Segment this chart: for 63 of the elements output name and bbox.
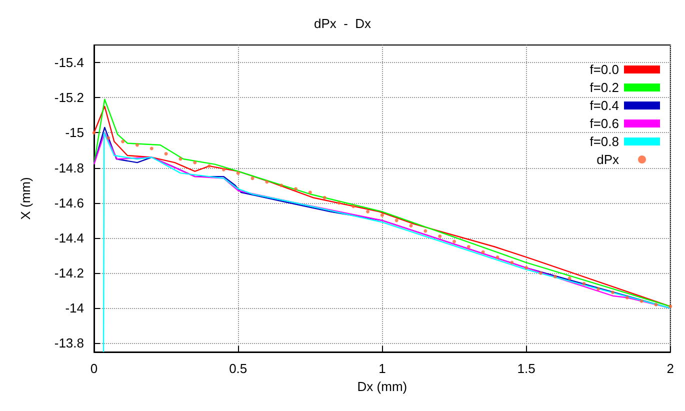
point [236, 171, 240, 175]
y-tick-label: -14.4 [54, 230, 84, 246]
point [135, 143, 139, 147]
x-tick-label: 2 [666, 361, 674, 376]
y-tick-label: -15 [65, 125, 84, 140]
legend-label: f=0.2 [590, 80, 619, 95]
y-tick-label: -15.4 [54, 55, 84, 70]
point [596, 287, 600, 291]
point [524, 266, 528, 270]
x-tick-label: 1.5 [517, 361, 536, 376]
y-tick-label: -14.2 [54, 266, 84, 281]
point [164, 152, 168, 156]
x-tick-label: 0.5 [229, 361, 248, 376]
point [640, 299, 644, 303]
point [409, 224, 413, 228]
point [322, 196, 326, 200]
legend-label: f=0.6 [590, 116, 619, 131]
point [466, 244, 470, 248]
point [106, 136, 110, 140]
point [265, 180, 269, 184]
y-tick-label: -13.8 [54, 336, 84, 351]
legend-label: f=0.0 [590, 62, 619, 77]
point [208, 164, 212, 168]
point [452, 240, 456, 244]
point [121, 140, 125, 144]
point [394, 218, 398, 222]
point [92, 130, 96, 134]
line-series [102, 132, 671, 353]
point [193, 160, 197, 164]
point [280, 184, 284, 188]
y-axis-title: X (mm) [18, 177, 33, 220]
legend-label: f=0.8 [590, 134, 619, 149]
x-tick-label: 1 [378, 361, 386, 376]
point [424, 229, 428, 233]
point [668, 304, 672, 308]
point [150, 146, 154, 150]
chart-title: dPx - Dx [314, 16, 372, 31]
legend-label: dPx [596, 152, 620, 167]
point [625, 296, 629, 300]
point [496, 256, 500, 260]
point [222, 168, 226, 172]
x-tick-label: 0 [90, 361, 98, 376]
point [438, 234, 442, 238]
point [337, 201, 341, 205]
x-axis-title: Dx (mm) [357, 379, 408, 394]
y-tick-label: -15.2 [54, 90, 84, 106]
point [380, 213, 384, 217]
point [294, 187, 298, 191]
point [352, 204, 356, 208]
point [568, 276, 572, 280]
point [553, 274, 557, 278]
legend-label: f=0.4 [590, 98, 619, 113]
point [611, 290, 614, 294]
point [582, 282, 586, 286]
point [654, 302, 658, 306]
point [308, 190, 312, 194]
y-tick-label: -14.8 [54, 160, 84, 176]
y-tick-label: -14 [65, 300, 84, 316]
y-tick-label: -14.6 [54, 195, 84, 210]
point [538, 271, 542, 275]
point [250, 176, 254, 180]
point [510, 260, 514, 264]
point [366, 210, 370, 214]
